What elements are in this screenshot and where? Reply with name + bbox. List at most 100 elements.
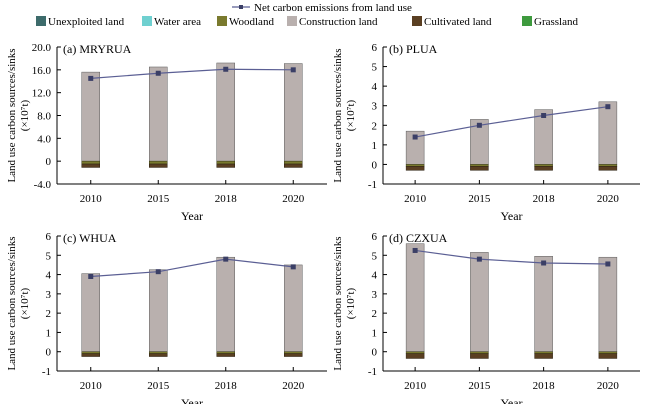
x-tick-label: 2010 [404,193,427,205]
net-emissions-point [412,247,418,253]
net-emissions-line [90,68,294,79]
y-tick-label: 4 [46,270,52,282]
net-emissions-point [605,261,611,267]
y-tick-label: 2 [372,120,378,132]
net-emissions-point [290,264,296,270]
legend-label-construction-land: Construction land [299,16,378,28]
y-tick-label: 2 [372,308,378,320]
y-tick-label: -4.0 [34,179,52,191]
x-tick-label: 2018 [215,193,238,205]
y-axis-label: Land use carbon sources/sinks [6,48,18,182]
bar-construction-land [216,256,235,352]
bar-woodland [81,160,100,165]
x-tick-label: 2015 [147,380,170,392]
legend-swatch-grassland [522,16,532,26]
bar-cultivated-land [405,353,425,359]
legend: Net carbon emissions from land use Unexp… [36,2,578,28]
y-axis-unit: (×10⁷t) [19,287,31,319]
panel-title: (c) WHUA [63,231,117,245]
chart-panel-4: -1 0 1 2 3 4 5 6 2010 2015 2018 2020 (d) CZXUA Year La… [332,231,640,409]
bar-cultivated-land [81,163,100,168]
bar-woodland [598,164,618,167]
net-emissions-line [90,258,294,278]
bar-cultivated-land [405,166,425,171]
y-tick-label: 5 [46,250,52,262]
x-tick-label: 2015 [468,193,491,205]
y-tick-label: 2 [46,308,52,320]
y-tick-label: -1 [368,179,377,191]
y-tick-label: 1 [46,327,52,339]
net-emissions-point [88,75,94,81]
legend-swatch-unexploited-land [36,16,46,26]
bar-cultivated-land [216,353,235,357]
legend-label-cultivated-land: Cultivated land [424,16,492,28]
legend-swatch-woodland [217,16,227,26]
bar-woodland [284,160,303,165]
x-tick-label: 2020 [282,193,305,205]
bar-cultivated-land [149,353,168,357]
bar-cultivated-land [149,163,168,168]
y-tick-label: 0 [46,347,52,359]
y-tick-label: 0 [372,347,378,359]
x-tick-label: 2010 [80,193,103,205]
y-tick-label: 4 [372,81,378,93]
bar-cultivated-land [534,166,553,171]
y-axis-unit: (×10⁷t) [345,99,357,131]
y-axis-label: Land use carbon sources/sinks [6,236,18,370]
x-tick-label: 2010 [80,380,103,392]
net-emissions-point [88,274,94,279]
bar-woodland [149,160,168,165]
y-tick-label: 6 [46,231,52,243]
y-tick-label: -1 [368,366,377,378]
bar-cultivated-land [534,353,553,359]
net-emissions-point [155,269,161,275]
legend-line-label: Net carbon emissions from land use [254,2,412,14]
bar-cultivated-land [284,163,303,168]
bar-construction-land [534,256,553,352]
x-axis-label: Year [181,209,203,223]
chart-panel-3: -1 0 1 2 3 4 5 6 2010 2015 2018 2020 (c) WHUA Year Lan… [6,231,327,409]
net-emissions-line [415,249,608,265]
bar-construction-land [284,264,303,352]
bar-woodland [405,351,425,354]
y-tick-label: 12.0 [32,88,52,100]
bar-woodland [534,164,553,167]
legend-swatch-water-area [142,16,152,26]
y-tick-label: 1 [372,327,378,339]
x-tick-label: 2018 [533,193,556,205]
bar-construction-land [149,66,168,162]
bar-woodland [470,351,489,354]
bar-woodland [405,164,425,167]
y-axis-label: Land use carbon sources/sinks [332,236,344,370]
panel-title: (a) MRYRUA [63,42,132,56]
y-tick-label: 0 [46,156,52,168]
x-tick-label: 2020 [597,193,620,205]
bar-woodland [598,351,618,354]
bar-woodland [149,351,168,354]
panel-title: (d) CZXUA [389,231,448,245]
bar-construction-land [81,273,100,352]
y-tick-label: 4.0 [37,133,51,145]
panel-title: (b) PLUA [389,42,438,56]
bar-construction-land [405,243,425,352]
bar-cultivated-land [81,353,100,357]
x-tick-label: 2015 [468,380,491,392]
legend-line-marker [239,5,243,9]
y-axis-unit: (×10⁷t) [19,99,31,131]
y-tick-label: 0 [372,159,378,171]
bar-construction-land [284,63,303,162]
x-tick-label: 2020 [282,380,305,392]
bar-woodland [216,160,235,165]
bar-woodland [216,351,235,354]
chart-panel-1: -4.0 0 4.0 8.0 12.0 16.0 20.0 2010 2015 2018 2020 (… [6,42,327,223]
bar-construction-land [598,256,618,352]
legend-label-grassland: Grassland [534,16,578,28]
y-tick-label: 5 [372,250,378,262]
x-tick-label: 2015 [147,193,170,205]
bar-cultivated-land [598,166,618,171]
bar-woodland [81,351,100,354]
net-emissions-point [412,134,418,140]
